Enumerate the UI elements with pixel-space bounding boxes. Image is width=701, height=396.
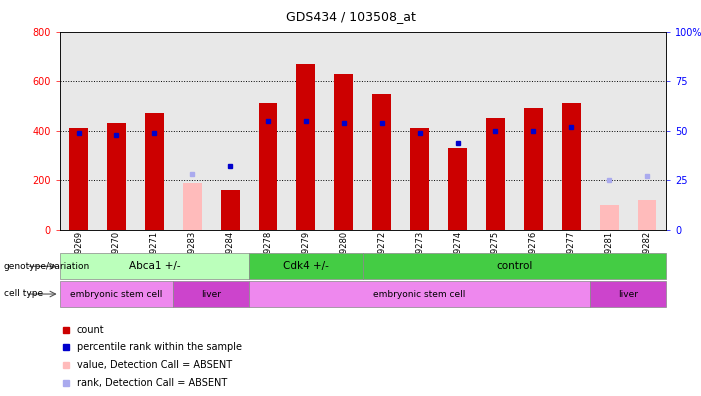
Bar: [60, 281, 173, 307]
Bar: [524, 109, 543, 230]
Text: genotype/variation: genotype/variation: [4, 262, 90, 270]
Bar: [69, 128, 88, 230]
Bar: [183, 183, 202, 230]
Bar: [410, 128, 429, 230]
Bar: [249, 253, 363, 279]
Bar: [486, 118, 505, 230]
Bar: [297, 64, 315, 230]
Text: liver: liver: [618, 289, 638, 299]
Text: Cdk4 +/-: Cdk4 +/-: [283, 261, 329, 271]
Text: Abca1 +/-: Abca1 +/-: [128, 261, 180, 271]
Bar: [145, 113, 164, 230]
Text: liver: liver: [201, 289, 222, 299]
Bar: [637, 200, 656, 230]
Bar: [259, 103, 278, 230]
Bar: [107, 123, 126, 230]
Bar: [249, 281, 590, 307]
Text: percentile rank within the sample: percentile rank within the sample: [76, 343, 242, 352]
Text: embryonic stem cell: embryonic stem cell: [70, 289, 163, 299]
Bar: [562, 103, 580, 230]
Bar: [363, 253, 666, 279]
Text: embryonic stem cell: embryonic stem cell: [374, 289, 465, 299]
Text: count: count: [76, 325, 104, 335]
Text: control: control: [496, 261, 533, 271]
Text: GDS434 / 103508_at: GDS434 / 103508_at: [285, 10, 416, 23]
Bar: [334, 74, 353, 230]
Bar: [173, 281, 249, 307]
Bar: [60, 253, 249, 279]
Text: rank, Detection Call = ABSENT: rank, Detection Call = ABSENT: [76, 378, 227, 388]
Bar: [221, 190, 240, 230]
Bar: [372, 93, 391, 230]
Text: cell type: cell type: [4, 289, 43, 298]
Bar: [590, 281, 666, 307]
Text: value, Detection Call = ABSENT: value, Detection Call = ABSENT: [76, 360, 232, 370]
Bar: [448, 148, 467, 230]
Bar: [599, 205, 618, 230]
